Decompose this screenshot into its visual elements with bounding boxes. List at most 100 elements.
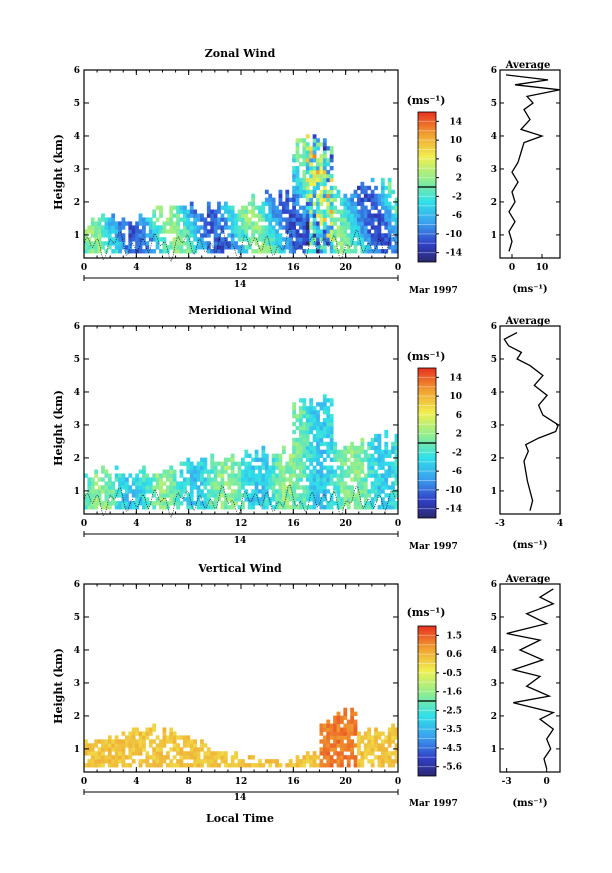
heatmap-cell <box>353 501 358 506</box>
heatmap-cell <box>237 493 242 498</box>
heatmap-cell <box>357 489 361 494</box>
heatmap-cell <box>312 453 317 458</box>
heatmap-cell <box>241 505 245 510</box>
heatmap-cell <box>281 505 286 510</box>
profile-frame <box>499 325 561 515</box>
heatmap-cell <box>203 743 208 748</box>
heatmap-cell <box>360 201 365 206</box>
heatmap-cell <box>322 425 327 431</box>
heatmap-cell <box>186 735 191 740</box>
heatmap-cell <box>261 485 266 490</box>
heatmap-cell <box>346 245 351 250</box>
heatmap-cell <box>138 245 143 250</box>
heatmap-cell <box>172 241 177 246</box>
heatmap-cell <box>275 453 279 458</box>
heatmap-cell <box>333 233 337 238</box>
heatmap-cell <box>213 485 218 490</box>
heatmap-cell <box>292 453 297 458</box>
heatmap-cell <box>288 457 293 462</box>
heatmap-cell <box>182 751 187 756</box>
heatmap-cell <box>295 233 300 238</box>
heatmap-cell <box>312 465 317 470</box>
heatmap-cell <box>343 735 348 740</box>
heatmap-cell <box>206 229 211 234</box>
heatmap-cell <box>230 237 235 242</box>
heatmap-cell <box>264 189 269 195</box>
heatmap-cell <box>281 209 286 214</box>
heatmap-cell <box>370 473 375 478</box>
contour-line <box>83 483 399 518</box>
heatmap-cell <box>387 735 392 740</box>
heatmap-cell <box>254 497 259 502</box>
heatmap-cell <box>217 461 221 466</box>
heatmap-cell <box>299 505 303 510</box>
heatmap-cell <box>227 465 232 470</box>
heatmap-cell <box>206 747 211 752</box>
colorbar-tick-label: -0.5 <box>443 669 462 679</box>
vertical-wind-title: Vertical Wind <box>197 562 282 575</box>
heatmap-cell <box>394 731 399 736</box>
profile-y-tick-label: 5 <box>491 613 497 623</box>
heatmap-cell <box>84 233 88 238</box>
heatmap-cell <box>152 485 157 490</box>
heatmap-cell <box>302 501 307 506</box>
heatmap-cell <box>213 233 218 238</box>
heatmap-cell <box>329 237 334 242</box>
heatmap-cell <box>353 229 358 234</box>
heatmap-cell <box>336 225 341 230</box>
heatmap-cell <box>339 489 344 494</box>
heatmap-cell <box>152 747 157 752</box>
heatmap-cell <box>288 493 293 498</box>
heatmap-cell <box>275 477 279 482</box>
heatmap-cell <box>251 221 256 226</box>
heatmap-cell <box>131 477 136 482</box>
heatmap-cell <box>302 249 307 254</box>
heatmap-cell <box>322 755 327 760</box>
heatmap-cell <box>131 739 136 744</box>
heatmap-cell <box>152 739 157 744</box>
heatmap-cell <box>84 501 88 506</box>
heatmap-cell <box>179 217 184 222</box>
heatmap-cell <box>223 237 228 242</box>
vertical-profile-title: Average <box>505 574 551 585</box>
heatmap-cell <box>271 217 276 222</box>
heatmap-cell <box>227 505 232 510</box>
profile-frame <box>499 583 561 773</box>
heatmap-cell <box>268 469 273 474</box>
heatmap-cell <box>309 759 314 764</box>
heatmap-cell <box>326 241 331 246</box>
heatmap-cell <box>333 229 337 234</box>
heatmap-cell <box>391 727 395 732</box>
heatmap-cell <box>370 217 375 222</box>
heatmap-cell <box>152 763 157 768</box>
heatmap-cell <box>346 201 351 206</box>
heatmap-cell <box>319 221 324 226</box>
heatmap-cell <box>165 493 170 498</box>
heatmap-cell <box>309 469 314 474</box>
heatmap-cell <box>237 229 242 234</box>
heatmap-cell <box>336 193 341 199</box>
heatmap-cell <box>227 205 232 210</box>
heatmap-cell <box>391 481 395 486</box>
heatmap-cell <box>172 249 177 254</box>
heatmap-cell <box>305 181 310 187</box>
heatmap-cell <box>241 245 245 250</box>
heatmap-cell <box>370 747 375 752</box>
heatmap-cell <box>329 477 334 482</box>
heatmap-cell <box>309 473 314 478</box>
heatmap-cell <box>384 429 389 435</box>
heatmap-cell <box>387 461 392 466</box>
heatmap-cell <box>295 418 300 423</box>
heatmap-cell <box>264 473 269 478</box>
colorbar-tick-label: -10 <box>446 486 462 496</box>
x-tick-label: 0 <box>81 519 87 529</box>
heatmap-cell <box>333 457 337 462</box>
heatmap-cell <box>380 197 385 202</box>
heatmap-cell <box>162 735 167 740</box>
heatmap-cell <box>380 205 385 210</box>
heatmap-cell <box>176 743 180 748</box>
heatmap-cell <box>176 493 180 498</box>
heatmap-cell <box>292 421 297 427</box>
heatmap-cell <box>142 217 146 222</box>
